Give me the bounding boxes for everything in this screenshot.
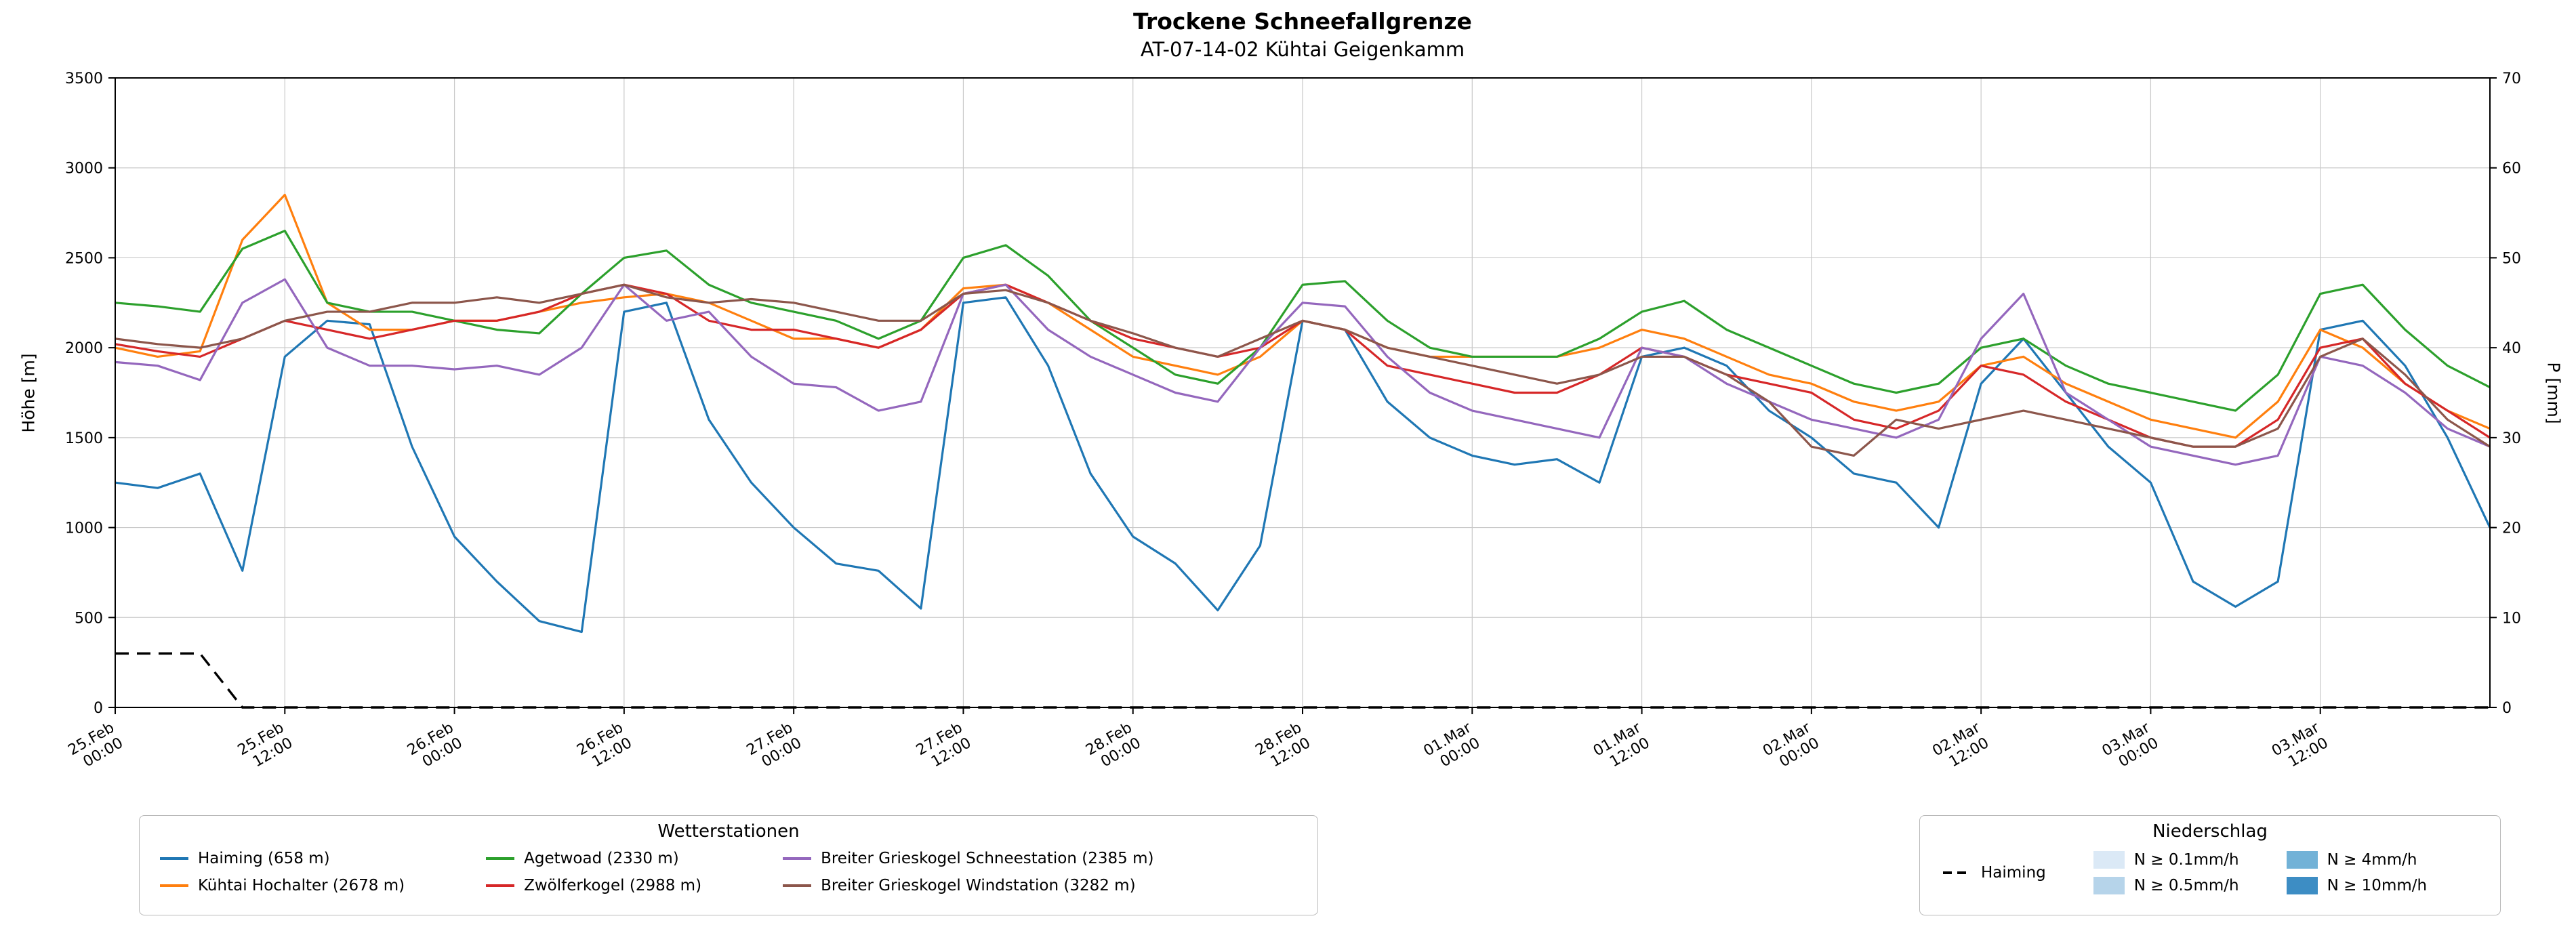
legend-item-precip-0: N ≥ 0.1mm/h bbox=[2093, 851, 2239, 869]
chart-title: Trockene Schneefallgrenze bbox=[1133, 8, 1472, 35]
legend-item-label: Haiming (658 m) bbox=[198, 850, 330, 867]
x-tick-label: 03.Mar00:00 bbox=[2100, 719, 2163, 775]
x-tick-label: 28.Feb12:00 bbox=[1252, 720, 1313, 775]
legend-item-breiter-grieskogel-windstation: Breiter Grieskogel Windstation (3282 m) bbox=[783, 877, 1153, 894]
legend-item-label: Haiming bbox=[1981, 864, 2046, 882]
precip-patch-sample bbox=[2093, 877, 2125, 894]
y-tick-label-right: 30 bbox=[2502, 430, 2521, 447]
legend-niederschlag: Niederschlag Haiming N ≥ 0.1mm/h N ≥ 0.5m… bbox=[1919, 815, 2501, 915]
legend-item-label: N ≥ 0.5mm/h bbox=[2133, 877, 2239, 894]
y-tick-label-left: 3500 bbox=[65, 70, 103, 87]
x-tick-label: 28.Feb00:00 bbox=[1083, 720, 1144, 775]
legend-item-label: Zwölferkogel (2988 m) bbox=[524, 877, 702, 894]
legend-line-sample-kuehtai-hochalter bbox=[160, 884, 188, 887]
legend-item-agetwoad: Agetwoad (2330 m) bbox=[486, 850, 701, 867]
y-tick-label-left: 0 bbox=[94, 700, 103, 717]
legend-item-label: Breiter Grieskogel Schneestation (2385 m… bbox=[821, 850, 1154, 867]
x-tick-label: 25.Feb00:00 bbox=[65, 720, 126, 775]
legend-item-zwoelferkogel: Zwölferkogel (2988 m) bbox=[486, 877, 701, 894]
series-line-haiming-precipitation bbox=[115, 652, 2490, 709]
legend-title-niederschlag: Niederschlag bbox=[2152, 821, 2268, 842]
y-axis-label-left: Höhe [m] bbox=[18, 353, 39, 433]
legend-item-kuehtai-hochalter: Kühtai Hochalter (2678 m) bbox=[160, 877, 405, 894]
legend-line-sample-breiter-grieskogel-windstation bbox=[783, 884, 812, 887]
y-tick-label-right: 60 bbox=[2502, 161, 2521, 178]
legend-item-label: N ≥ 10mm/h bbox=[2327, 877, 2428, 894]
y-tick-label-left: 3000 bbox=[65, 161, 103, 178]
legend-wetterstationen: Wetterstationen Haiming (658 m) Agetwoad … bbox=[139, 815, 1318, 915]
y-tick-label-left: 500 bbox=[75, 610, 103, 627]
legend-item-label: N ≥ 4mm/h bbox=[2327, 851, 2417, 869]
precip-patch-sample bbox=[2286, 877, 2318, 894]
legend-precip-col-3: N ≥ 4mm/h N ≥ 10mm/h bbox=[2286, 851, 2428, 894]
precip-patch-sample bbox=[2286, 851, 2318, 869]
y-tick-label-right: 20 bbox=[2502, 520, 2521, 537]
legend-title-wetterstationen: Wetterstationen bbox=[657, 821, 800, 842]
chart-subtitle: AT-07-14-02 Kühtai Geigenkamm bbox=[1140, 38, 1465, 61]
y-tick-label-left: 1000 bbox=[65, 520, 103, 537]
y-tick-label-right: 70 bbox=[2502, 70, 2521, 87]
y-tick-label-right: 0 bbox=[2502, 700, 2512, 717]
legend-precip-col-2: N ≥ 0.1mm/h N ≥ 0.5mm/h bbox=[2093, 851, 2239, 894]
legend-item-haiming: Haiming (658 m) bbox=[160, 850, 405, 867]
legend-line-sample-agetwoad bbox=[486, 857, 515, 860]
x-tick-label: 26.Feb00:00 bbox=[405, 720, 466, 775]
legend-line-sample-zwoelferkogel bbox=[486, 884, 515, 887]
dashed-line-sample bbox=[1943, 871, 1971, 874]
x-tick-label: 01.Mar00:00 bbox=[1421, 719, 1484, 775]
y-tick-label-left: 2500 bbox=[65, 250, 103, 267]
series-line-agetwoad bbox=[115, 230, 2491, 412]
series-line-breiter-grieskogel-windstation bbox=[115, 283, 2491, 457]
legend-item-label: Kühtai Hochalter (2678 m) bbox=[198, 877, 405, 894]
y-tick-label-left: 1500 bbox=[65, 430, 103, 447]
legend-item-precip-1: N ≥ 0.5mm/h bbox=[2093, 877, 2239, 894]
x-tick-label: 25.Feb12:00 bbox=[235, 720, 296, 775]
precip-patch-sample bbox=[2093, 851, 2125, 869]
legend-line-sample-breiter-grieskogel-schneestation bbox=[783, 857, 812, 860]
legend-item-breiter-grieskogel-schneestation: Breiter Grieskogel Schneestation (2385 m… bbox=[783, 850, 1153, 867]
legend-precip-col-1: Haiming bbox=[1943, 864, 2046, 882]
legend-item-label: Breiter Grieskogel Windstation (3282 m) bbox=[821, 877, 1136, 894]
y-tick-label-left: 2000 bbox=[65, 340, 103, 357]
series-line-breiter-grieskogel-schneestation bbox=[115, 278, 2491, 466]
x-tick-label: 03.Mar12:00 bbox=[2269, 719, 2332, 775]
legend-item-label: N ≥ 0.1mm/h bbox=[2133, 851, 2239, 869]
x-tick-label: 02.Mar12:00 bbox=[1929, 719, 1992, 775]
x-tick-label: 01.Mar12:00 bbox=[1591, 719, 1654, 775]
x-tick-label: 27.Feb00:00 bbox=[744, 720, 805, 775]
y-tick-label-right: 50 bbox=[2502, 250, 2521, 267]
legend-item-haiming-precip: Haiming bbox=[1943, 864, 2046, 882]
legend-item-precip-3: N ≥ 10mm/h bbox=[2286, 877, 2428, 894]
legend-item-label: Agetwoad (2330 m) bbox=[524, 850, 679, 867]
y-axis-label-right: P [mm] bbox=[2543, 362, 2564, 424]
legend-item-precip-2: N ≥ 4mm/h bbox=[2286, 851, 2428, 869]
x-tick-label: 02.Mar00:00 bbox=[1760, 719, 1823, 775]
y-tick-label-right: 40 bbox=[2502, 340, 2521, 357]
x-tick-label: 27.Feb12:00 bbox=[914, 720, 975, 775]
legend-stations-grid: Haiming (658 m) Agetwoad (2330 m) Breiter … bbox=[160, 850, 1317, 894]
y-tick-label-right: 10 bbox=[2502, 610, 2521, 627]
x-tick-label: 26.Feb12:00 bbox=[574, 720, 635, 775]
legend-precip-grid: Haiming N ≥ 0.1mm/h N ≥ 0.5mm/h N ≥ 4mm/h… bbox=[1943, 851, 2500, 894]
legend-line-sample-haiming bbox=[160, 857, 188, 860]
